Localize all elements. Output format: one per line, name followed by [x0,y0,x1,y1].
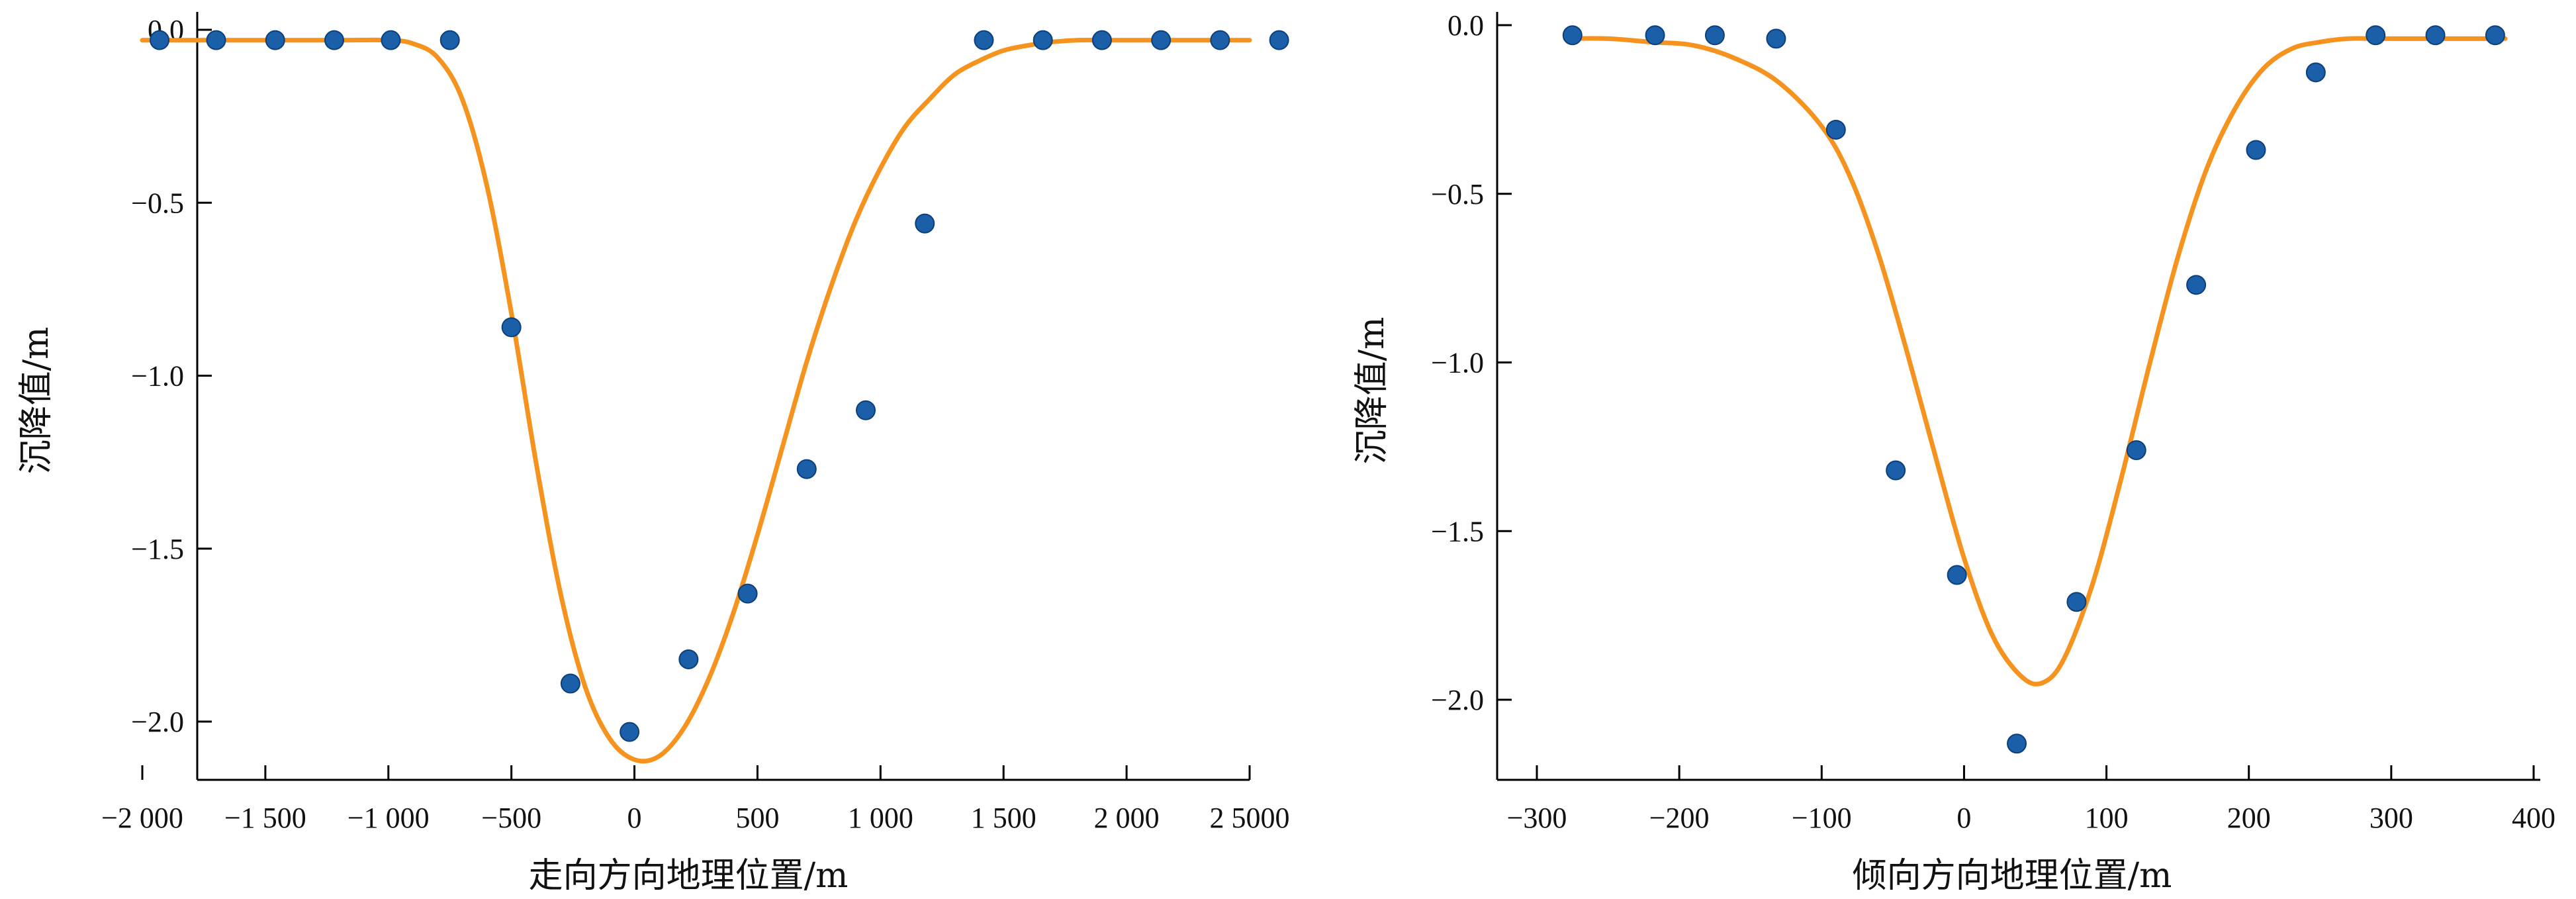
dip-x-tick-label-5: 200 [2227,802,2271,834]
strike-point-0 [150,30,170,50]
strike-y-axis-title: 沉降值/m [17,327,56,475]
strike-point-15 [1033,30,1053,50]
strike-point-16 [1091,30,1112,50]
dip-point-12 [2305,62,2326,83]
strike-point-17 [1151,30,1172,50]
strike-point-1 [206,30,226,50]
dip-point-6 [1947,565,1967,585]
strike-point-12 [856,400,876,420]
strike-fit-curve [140,37,1252,764]
dip-point-4 [1825,119,1846,140]
strike-x-tick-label-4: 0 [627,802,642,834]
strike-y-tick-label-2: −1.0 [131,360,184,393]
dip-point-15 [2485,25,2505,46]
strike-point-6 [501,317,522,338]
dip-x-tick-label-7: 400 [2512,802,2555,834]
dip-x-tick-label-0: −300 [1507,802,1567,834]
strike-y-tick-label-1: −0.5 [131,187,184,219]
dip-x-tick-label-3: 0 [1956,802,1971,834]
dip-y-tick-label-0: 0.0 [1448,9,1484,42]
strike-point-2 [265,30,285,50]
dip-point-2 [1704,25,1725,46]
strike-x-tick-label-2: −1 000 [347,802,430,834]
strike-point-8 [620,722,640,742]
strike-x-axis-title: 走向方向地理位置/m [529,856,849,896]
strike-point-13 [915,213,935,234]
strike-point-11 [796,459,817,479]
strike-point-19 [1269,30,1289,50]
strike-x-tick-label-0: −2 000 [101,802,183,834]
strike-point-4 [381,30,401,50]
strike-x-ticks: −2 000 −1 500 −1 000 −500 0 500 1 000 1 500 2 00… [101,765,1290,834]
dip-point-13 [2366,25,2386,46]
dip-x-ticks: −300 −200 −100 0 100 200 300 400 [1507,765,2555,834]
strike-y-ticks: 0.0−0.5−1.0−1.5−2.0 [131,14,212,738]
dip-point-1 [1645,25,1665,46]
dip-chart: −300 −200 −100 0 100 200 300 400 0.0 −0.5 −1.0 −1.… [1352,9,2555,896]
dip-x-tick-label-4: 100 [2085,802,2129,834]
dip-y-tick-label-2: −1.0 [1431,347,1484,379]
dip-y-axis-title: 沉降值/m [1352,317,1392,465]
dip-point-5 [1886,460,1906,481]
dip-point-7 [2007,733,2027,754]
strike-x-tick-label-6: 1 000 [848,802,913,834]
strike-x-tick-label-8: 2 000 [1094,802,1160,834]
strike-x-tick-label-9: 2 5000 [1210,802,1290,834]
strike-chart: −2 000 −1 500 −1 000 −500 0 500 1 000 1 500 2 00… [17,12,1290,896]
strike-y-tick-label-3: −1.5 [131,533,184,565]
strike-point-9 [678,649,699,669]
dip-point-14 [2425,25,2446,46]
dip-x-tick-label-1: −200 [1649,802,1710,834]
strike-x-tick-label-3: −500 [481,802,541,834]
dip-point-3 [1766,28,1786,49]
dip-point-9 [2126,440,2146,460]
strike-y-tick-label-4: −2.0 [131,706,184,738]
strike-point-5 [439,30,460,50]
strike-point-14 [974,30,994,50]
strike-point-7 [560,673,580,694]
dip-measured-points [1562,25,2505,754]
dip-point-8 [2066,592,2087,612]
strike-x-tick-label-1: −1 500 [224,802,306,834]
strike-x-tick-label-5: 500 [735,802,779,834]
strike-point-3 [324,30,344,50]
strike-point-18 [1210,30,1230,50]
dip-fit-curve [1563,36,2508,686]
strike-measured-points [150,30,1289,742]
dip-x-axis-title: 倾向方向地理位置/m [1853,856,2172,896]
dip-y-tick-label-4: −2.0 [1431,684,1484,716]
dip-y-ticks: 0.0 −0.5 −1.0 −1.5 −2.0 [1431,9,1512,716]
dip-y-tick-label-3: −1.5 [1431,515,1484,547]
strike-point-10 [737,583,758,604]
dip-point-11 [2246,140,2266,160]
dip-point-0 [1562,25,1583,46]
dip-y-tick-label-1: −0.5 [1431,178,1484,211]
dip-x-tick-label-2: −100 [1792,802,1852,834]
dip-point-10 [2186,275,2207,295]
dip-x-tick-label-6: 300 [2369,802,2413,834]
strike-x-tick-label-7: 1 500 [971,802,1036,834]
